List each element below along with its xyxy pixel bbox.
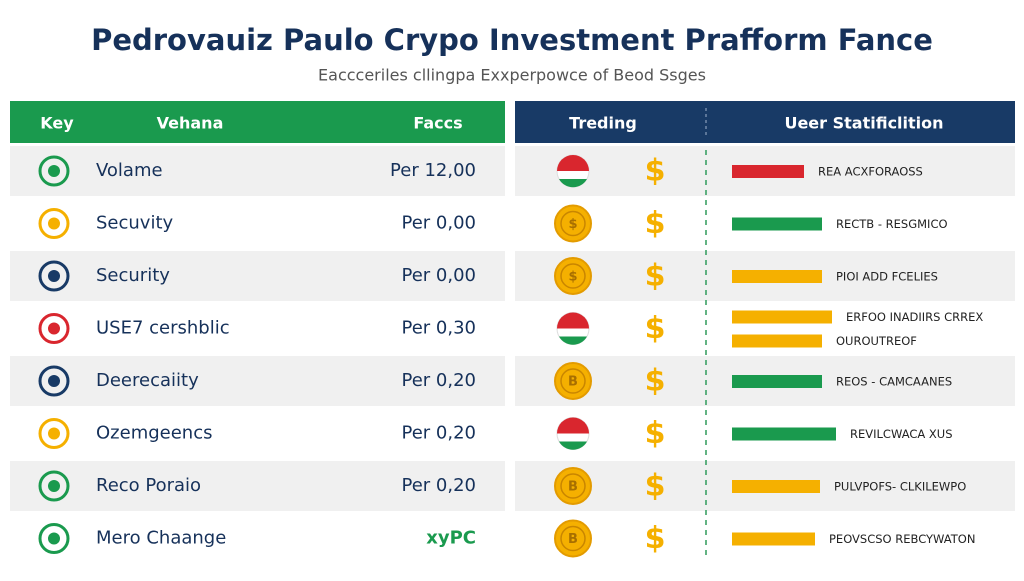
col-header: Key	[40, 114, 74, 133]
row-value: xyPC	[426, 528, 476, 549]
status-label: REA ACXFORAOSS	[818, 165, 923, 179]
row-name: Volame	[96, 160, 163, 181]
flag-green	[559, 179, 587, 188]
row-name: Reco Poraio	[96, 475, 201, 496]
row-value: Per 0,20	[402, 475, 477, 496]
row-name: Deerecaiity	[96, 370, 199, 391]
row-icon	[38, 155, 70, 187]
row-icon-dot	[48, 217, 60, 230]
flag-red	[557, 312, 589, 329]
subtitle: Eaccceriles cllingpa Exxperpowce of Beod…	[318, 66, 706, 85]
coin-inner	[560, 263, 586, 289]
row-value: Per 0,20	[402, 370, 477, 391]
dollar: $	[645, 206, 666, 241]
flag-green	[559, 336, 587, 345]
row-icon	[38, 313, 70, 344]
coin-symbol: B	[568, 375, 578, 390]
row-value: Per 12,00	[390, 160, 476, 181]
row-bg	[10, 461, 505, 511]
status-label: REOS - CAMCAANES	[836, 375, 952, 389]
coin-symbol: B	[568, 532, 578, 547]
row-value: Per 0,20	[402, 423, 477, 444]
row-icon-dot	[48, 270, 60, 282]
row-icon	[38, 260, 70, 292]
row-icon	[38, 418, 70, 449]
col-header: Vehana	[157, 114, 224, 133]
row-bg	[10, 303, 505, 354]
row-icon-dot	[48, 165, 60, 177]
row-bg	[10, 146, 505, 196]
row-name: Secuvity	[96, 213, 174, 234]
status-label: PULVPOFS- CLKILEWPO	[834, 480, 966, 494]
status-bar	[732, 270, 822, 283]
row-icon-dot	[48, 375, 60, 387]
dollar: $	[645, 311, 666, 346]
row-icon	[38, 208, 70, 239]
row-icon-dot	[48, 427, 60, 440]
dollar: $	[645, 469, 666, 504]
row-value: Per 0,00	[402, 213, 477, 234]
row-icon	[38, 365, 70, 397]
flag-red	[557, 417, 589, 434]
left-header	[10, 101, 505, 143]
row-icon-dot	[48, 322, 60, 335]
status-bar	[732, 532, 815, 546]
dollar: $	[645, 416, 666, 451]
right-header	[515, 101, 1015, 143]
status-bar	[732, 334, 822, 348]
col-header: Treding	[569, 114, 637, 133]
row-bg	[10, 408, 505, 459]
coin-inner	[560, 210, 586, 237]
flag-green	[559, 441, 587, 450]
status-bar	[732, 375, 822, 388]
row-name: USE7 cershblic	[96, 318, 230, 339]
row-bg	[10, 198, 505, 249]
status-bar	[732, 165, 804, 178]
status-bar	[732, 310, 832, 324]
row-icon-dot	[48, 532, 60, 545]
status-bar	[732, 217, 822, 231]
status-label: PEOVSCSO REBCYWATON	[829, 532, 975, 546]
row-bg	[10, 356, 505, 406]
col-header: Faccs	[413, 114, 462, 133]
row-icon	[38, 470, 70, 502]
col-header: Ueer Statificlition	[784, 114, 943, 133]
row-value: Per 0,30	[402, 318, 477, 339]
row-bg	[10, 251, 505, 301]
coin-inner	[560, 368, 586, 394]
row-icon	[38, 523, 70, 554]
row-bg	[10, 513, 505, 564]
coin-symbol: B	[568, 480, 578, 495]
coin-inner	[560, 473, 586, 499]
status-label: OUROUTREOF	[836, 334, 917, 348]
row-value: Per 0,00	[402, 265, 477, 286]
dollar: $	[645, 364, 666, 399]
row-name: Ozemgeencs	[96, 423, 212, 444]
title: Pedrovauiz Paulo Crypo Investment Praffo…	[91, 23, 933, 57]
row-name: Security	[96, 265, 170, 286]
coin-inner	[560, 525, 586, 552]
flag-red	[557, 155, 589, 171]
row-icon-dot	[48, 480, 60, 492]
coin-symbol: $	[568, 217, 577, 232]
status-bar	[732, 427, 836, 441]
row-name: Mero Chaange	[96, 528, 226, 549]
status-bar	[732, 480, 820, 493]
dollar: $	[645, 521, 666, 556]
status-label: ERFOO INADIIRS CRREX	[846, 310, 983, 324]
coin-symbol: $	[568, 270, 577, 285]
status-label: REVILCWACA XUS	[850, 427, 953, 441]
dollar: $	[645, 259, 666, 294]
status-label: PIOI ADD FCELIES	[836, 270, 938, 284]
dollar: $	[645, 154, 666, 189]
status-label: RECTB - RESGMICO	[836, 217, 948, 231]
